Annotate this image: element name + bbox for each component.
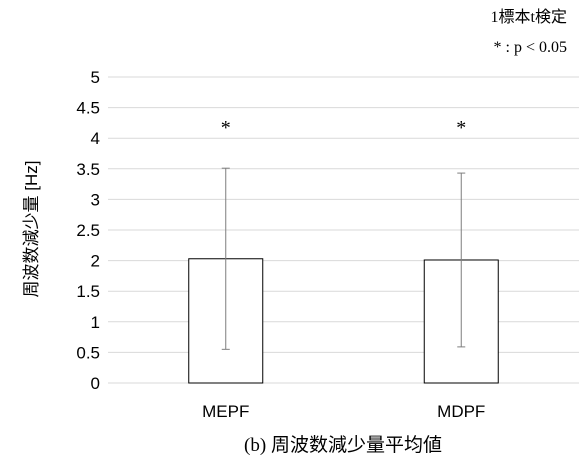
y-tick-label: 2: [91, 252, 100, 271]
y-tick-label: 1: [91, 313, 100, 332]
significance-marker: *: [456, 117, 466, 139]
x-tick-labels: MEPF MDPF: [202, 402, 485, 421]
significance-marker: *: [221, 117, 231, 139]
y-tick-label: 4.5: [76, 99, 100, 118]
y-tick-label: 3.5: [76, 160, 100, 179]
figure-caption: (b) 周波数減少量平均値: [244, 434, 442, 456]
y-tick-label: 0: [91, 374, 100, 393]
y-tick-label: 2.5: [76, 221, 100, 240]
significance-legend: * : p < 0.05: [494, 39, 567, 56]
test-annotation: 1標本t検定: [491, 8, 567, 26]
y-axis-label: 周波数減少量 [Hz]: [22, 161, 41, 298]
significance-markers: * *: [221, 117, 467, 139]
y-tick-label: 4: [91, 129, 100, 148]
gridlines: [108, 76, 579, 353]
error-bars: [221, 167, 466, 350]
y-tick-labels: 0 0.5 1 1.5 2 2.5 3 3.5 4 4.5 5: [76, 68, 100, 393]
x-tick-label: MEPF: [202, 402, 249, 421]
y-tick-label: 1.5: [76, 282, 100, 301]
bars: [188, 258, 499, 384]
x-tick-label: MDPF: [437, 402, 485, 421]
y-tick-label: 0.5: [76, 343, 100, 362]
y-tick-label: 5: [91, 68, 100, 87]
y-tick-label: 3: [91, 190, 100, 209]
